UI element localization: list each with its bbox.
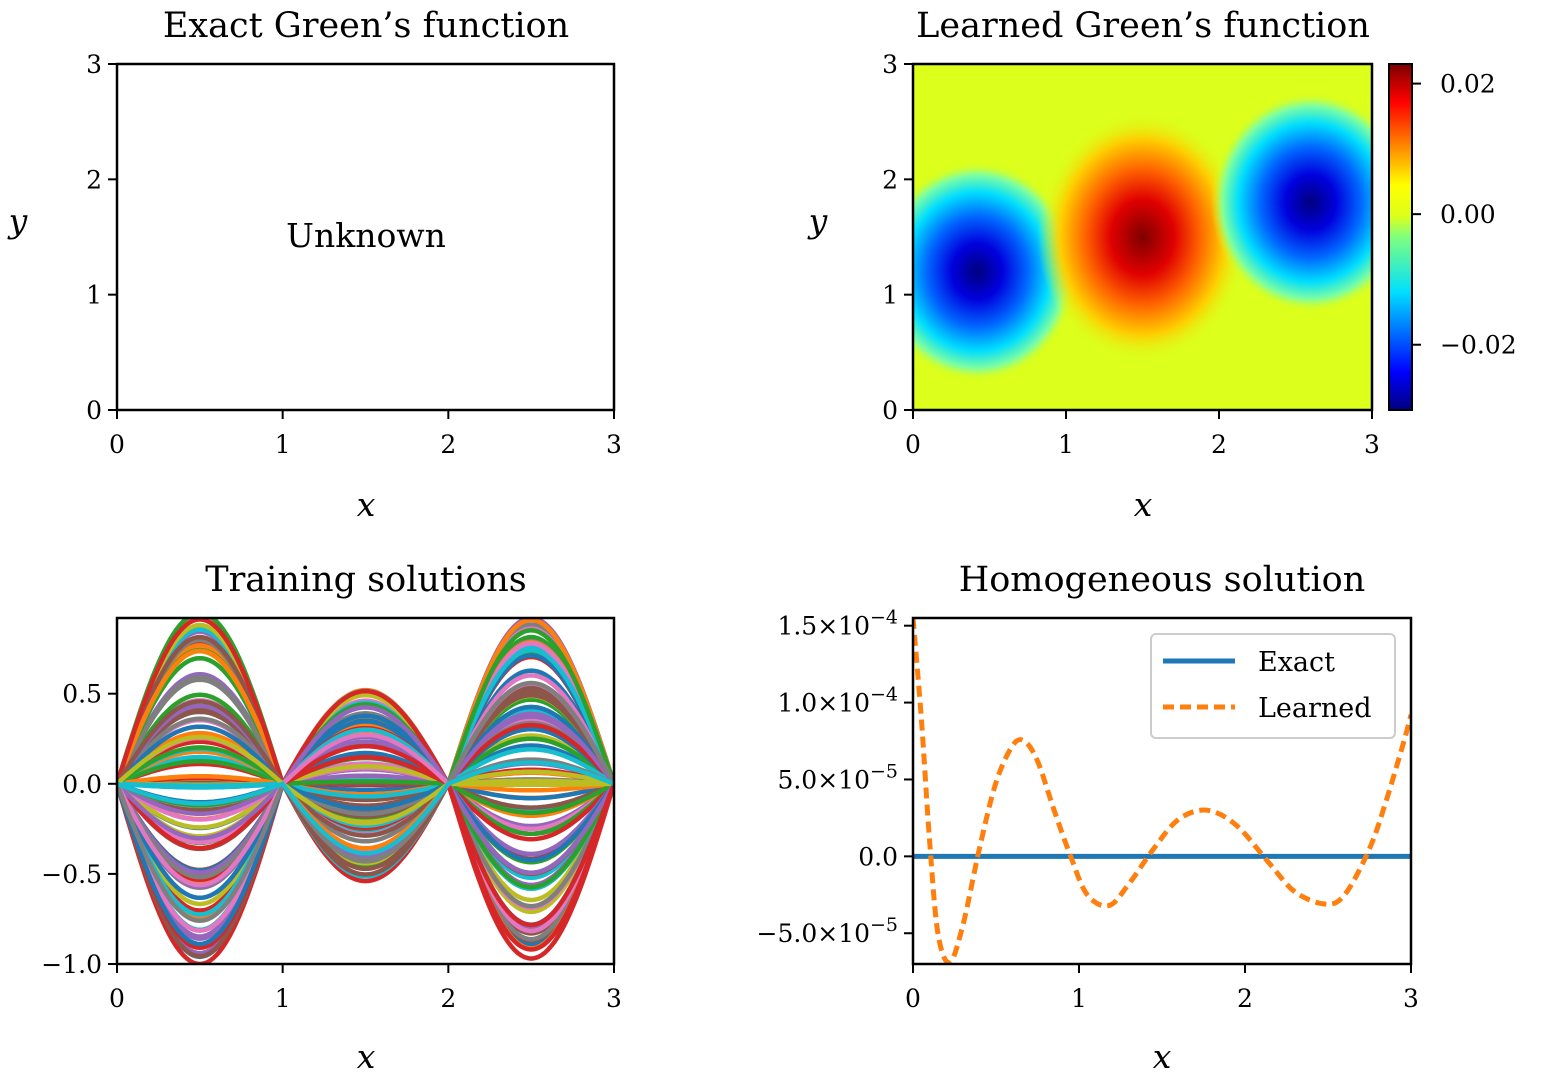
panel2-xtick-label: 1 [1058, 430, 1074, 459]
training-curve [117, 727, 614, 917]
training-curve [117, 618, 614, 928]
training-curve [117, 707, 614, 799]
panel1-ytick-label: 3 [86, 50, 102, 79]
panel4-ytick-label: 1.0×10−4 [777, 684, 898, 718]
panel1-ytick-label: 1 [86, 281, 102, 310]
panel4-xtick-label: 3 [1403, 984, 1419, 1013]
heatmap-minimum-blob [1210, 92, 1372, 313]
panel4-ytick-label: 1.5×10−4 [777, 607, 898, 641]
homogeneous-solution-curves [913, 618, 1411, 964]
colorbar [1388, 63, 1413, 411]
training-curve [117, 622, 614, 880]
panel4-title: Homogeneous solution [959, 560, 1366, 600]
panel1-xtick-label: 1 [275, 430, 291, 459]
training-curve [117, 705, 614, 876]
panel4-xlabel: x [1153, 1037, 1172, 1076]
panel3-title: Training solutions [205, 560, 527, 600]
panel2-xtick-label: 0 [905, 430, 921, 459]
colorbar-tick-label: 0.02 [1440, 70, 1496, 99]
panel1-xtick-label: 0 [109, 430, 125, 459]
panel2-axes-frame [911, 62, 1374, 412]
training-curve [117, 689, 614, 819]
training-curve [117, 704, 614, 811]
panel3-xtick-label: 0 [109, 984, 125, 1013]
panel4-xtick-label: 0 [905, 984, 921, 1013]
panel2-title: Learned Green’s function [916, 6, 1370, 46]
panel2-ticks: 0 1 2 3 0 1 2 3 [882, 50, 1380, 459]
panel1-ytick-label: 2 [86, 165, 102, 194]
training-curve [117, 618, 614, 816]
panel3-xtick-label: 3 [606, 984, 622, 1013]
training-curve [117, 677, 614, 817]
legend: Exact Learned [1150, 633, 1396, 739]
training-curve [117, 760, 614, 856]
panel1-unknown-annotation: Unknown [286, 216, 446, 255]
training-curve [117, 734, 614, 826]
panel1-xtick-label: 2 [440, 430, 456, 459]
panel1-axes-frame [115, 62, 616, 412]
training-curve [117, 618, 614, 875]
legend-label-exact: Exact [1258, 647, 1335, 678]
series-line-learned [913, 618, 1411, 964]
panel1-title: Exact Green’s function [163, 6, 569, 46]
training-curve [117, 634, 614, 838]
panel-learned-greens-function: Learned Green’s function 0 1 2 3 0 1 2 3 x y 0.… [807, 6, 1517, 524]
panel2-ytick-label: 0 [882, 396, 898, 425]
training-curve [117, 777, 614, 964]
heatmap-maximum-blob [1037, 112, 1248, 362]
panel1-ylabel: y [7, 201, 28, 240]
panel3-axes-frame [115, 616, 616, 966]
panel-training-solutions: Training solutions 0 1 2 3 0.5 0.0 −0.5 −1.0 x [41, 560, 622, 1076]
panel4-ytick-label: −5.0×10−5 [757, 914, 898, 948]
panel1-ytick-label: 0 [86, 396, 102, 425]
panel3-ytick-label: −1.0 [41, 950, 102, 979]
heatmap-features [913, 92, 1372, 382]
panel2-xlabel: x [1134, 485, 1153, 524]
panel2-xtick-label: 2 [1211, 430, 1227, 459]
panel4-ytick-label: 0.0 [858, 842, 898, 871]
heatmap-image [913, 64, 1372, 409]
panel2-ylabel: y [807, 201, 828, 240]
panel1-xlabel: x [357, 485, 376, 524]
colorbar-tick-label: −0.02 [1440, 331, 1517, 360]
panel-exact-greens-function: Exact Green’s function Unknown 0 1 2 30123 … [7, 6, 622, 524]
panel3-ytick-label: 0.0 [62, 770, 102, 799]
panel4-axes-frame [911, 616, 1413, 966]
colorbar-tick-label: 0.00 [1440, 200, 1496, 229]
panel2-xtick-label: 3 [1364, 430, 1380, 459]
panel1-xtick-label: 3 [606, 430, 622, 459]
legend-label-learned: Learned [1258, 693, 1372, 724]
panel3-xtick-label: 1 [275, 984, 291, 1013]
panel4-xtick-label: 1 [1071, 984, 1087, 1013]
panel4-ytick-label: 5.0×10−5 [777, 760, 898, 794]
panel2-ytick-label: 3 [882, 50, 898, 79]
training-solution-curves [117, 618, 614, 964]
panel3-xtick-label: 2 [440, 984, 456, 1013]
training-curve [117, 680, 614, 924]
panel1-ticks: 0 1 2 3 0 1 2 3 [86, 50, 622, 459]
panel3-ytick-label: −0.5 [41, 860, 102, 889]
panel4-xtick-label: 2 [1237, 984, 1253, 1013]
training-curve [117, 688, 614, 952]
panel3-xlabel: x [357, 1037, 376, 1076]
panel4-ticks: 0 1 2 3 1.5×10−4 1.0×10−4 5.0×10−5 0.0 −5.0×10−5 [757, 607, 1419, 1013]
panel3-ticks: 0 1 2 3 0.5 0.0 −0.5 −1.0 [41, 680, 622, 1013]
colorbar-ticks: 0.02 0.00 −0.02 [1412, 70, 1517, 360]
heatmap-minimum-blob [913, 161, 1078, 382]
panel2-ytick-label: 2 [882, 165, 898, 194]
panel3-ytick-label: 0.5 [62, 680, 102, 709]
panel-homogeneous-solution: Homogeneous solution 0 1 2 3 1.5×10−4 1.0×10−… [757, 560, 1419, 1076]
training-curve [117, 685, 614, 872]
training-curve [117, 618, 614, 851]
panel2-ytick-label: 1 [882, 281, 898, 310]
